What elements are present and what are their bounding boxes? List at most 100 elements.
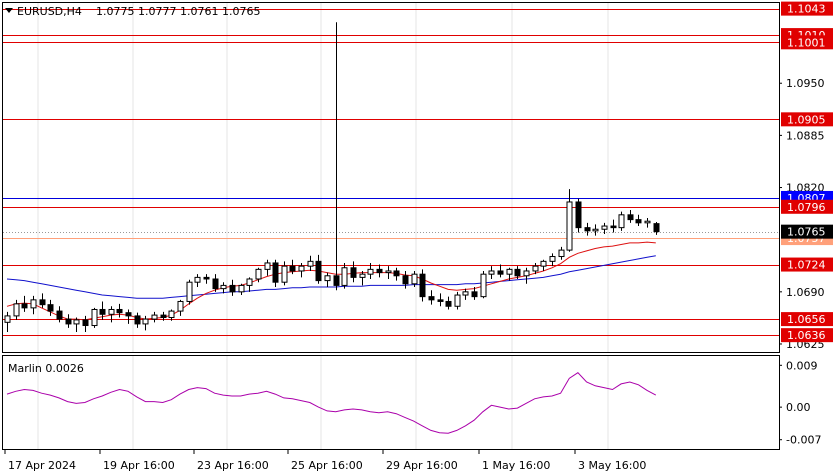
grid — [37, 3, 609, 449]
oscillator-axis: 0.009 0.00 -0.007 — [779, 359, 821, 447]
level-tag: 1.1001 — [787, 36, 826, 49]
candle-bull — [506, 268, 513, 275]
level-tag-bg — [781, 312, 833, 327]
oscillator-panel[interactable] — [2, 355, 780, 450]
candle-bear — [203, 276, 210, 280]
candle-bull — [91, 308, 98, 327]
level-tag: 1.0905 — [787, 113, 826, 126]
time-label: 25 Apr 16:00 — [291, 459, 363, 472]
candle-bear — [584, 227, 591, 232]
candle-bull — [168, 310, 175, 319]
candle-bull — [151, 314, 158, 320]
candle-bear — [514, 268, 521, 277]
candle-bear — [497, 270, 504, 275]
level-tag: 1.0724 — [787, 259, 826, 272]
candle-bear — [653, 223, 660, 233]
candle-bear — [445, 300, 452, 307]
marlin-oscillator — [6, 372, 657, 434]
price-tick-label: 1.0885 — [786, 129, 825, 142]
candle-bear — [134, 315, 141, 325]
candle-bull — [30, 299, 37, 309]
candle-bear — [635, 219, 642, 224]
candle-bull — [108, 308, 115, 315]
candle-bear — [315, 260, 322, 282]
level-tag-bg — [781, 35, 833, 50]
candle-bull — [246, 278, 253, 286]
candle-bull — [618, 214, 625, 229]
time-label: 23 Apr 16:00 — [197, 459, 269, 472]
candle-bull — [177, 300, 184, 312]
level-tag-bg — [781, 112, 833, 127]
candle-bear — [419, 273, 426, 298]
level-tag: 1.0636 — [787, 329, 826, 342]
blue-moving-average — [6, 255, 656, 299]
candle-bull — [307, 260, 314, 267]
oscillator-line — [6, 372, 657, 434]
triangle-down-icon[interactable] — [5, 8, 13, 13]
ohlc-values: 1.0775 1.0777 1.0761 1.0765 — [96, 5, 260, 18]
candle-bear — [575, 201, 582, 229]
candle-bull — [13, 303, 20, 317]
candle-bear — [99, 308, 106, 315]
candle-bear — [82, 319, 89, 327]
candle-bear — [272, 262, 279, 283]
level-tag: 1.0656 — [787, 313, 826, 326]
candle-bull — [601, 225, 608, 230]
osc-tick-label: 0.009 — [786, 359, 818, 372]
candle-bull — [592, 228, 599, 232]
price-tick-label: 1.0950 — [786, 77, 825, 90]
candle-bull — [264, 262, 271, 270]
candle-bull — [220, 284, 227, 290]
current-price-tag-bg — [781, 224, 833, 239]
candle-bear — [229, 284, 236, 293]
candle-bull — [566, 201, 573, 251]
oscillator-title: Marlin 0.0026 — [8, 362, 84, 375]
candle-bull — [488, 270, 495, 275]
candle-bull — [324, 275, 331, 282]
candle-bull — [255, 268, 262, 280]
candle-bear — [376, 268, 383, 274]
candle-bull — [644, 220, 651, 224]
candle-bull — [454, 294, 461, 307]
osc-tick-label: -0.007 — [786, 434, 821, 447]
candle-bull — [298, 265, 305, 272]
time-label: 1 May 16:00 — [482, 459, 550, 472]
candle-bear — [627, 214, 634, 221]
candle-bear — [212, 278, 219, 290]
candle-bull — [341, 267, 348, 286]
candle-bear — [160, 314, 167, 319]
level-tags: 1.10431.10101.10011.09051.08071.07961.07… — [781, 1, 833, 343]
price-panel[interactable] — [2, 2, 780, 353]
level-tag-bg — [781, 199, 833, 214]
candle-bear — [21, 303, 28, 309]
candle-bull — [281, 265, 288, 283]
candle-bull — [238, 284, 245, 293]
time-label: 17 Apr 2024 — [8, 459, 76, 472]
candle-bull — [4, 315, 11, 323]
osc-tick-label: 0.00 — [786, 401, 811, 414]
candle-bull — [359, 273, 366, 278]
red-moving-average — [6, 241, 656, 321]
symbol-title: EURUSD,H4 — [17, 5, 82, 18]
horizontal-levels — [3, 9, 779, 336]
candle-bear — [437, 299, 444, 302]
candle-bull — [142, 318, 149, 325]
candle-bear — [471, 291, 478, 298]
candle-bear — [350, 267, 357, 278]
candle-bear — [39, 299, 46, 306]
current-price-tag: 1.0765 — [787, 226, 826, 239]
candle-bear — [56, 310, 63, 320]
candle-bull — [73, 319, 80, 325]
candle-bear — [125, 312, 132, 317]
candle-bear — [428, 296, 435, 301]
candle-bull — [540, 260, 547, 267]
candle-bull — [480, 273, 487, 298]
time-label: 19 Apr 16:00 — [103, 459, 175, 472]
candle-bull — [462, 291, 469, 296]
moving-averages — [6, 241, 656, 321]
candle-bear — [402, 275, 409, 285]
time-axis: 17 Apr 2024 19 Apr 16:00 23 Apr 16:00 25 Ap… — [4, 450, 646, 472]
candle-bull — [385, 270, 392, 274]
candle-bull — [549, 256, 556, 262]
